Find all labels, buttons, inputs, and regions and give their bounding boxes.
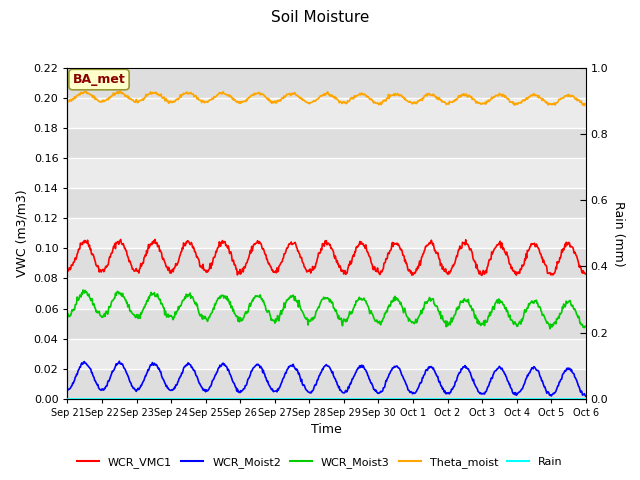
Bar bbox=[67, 128, 586, 158]
Bar bbox=[67, 188, 586, 218]
Bar bbox=[67, 98, 586, 128]
Bar bbox=[67, 158, 586, 188]
X-axis label: Time: Time bbox=[311, 423, 342, 436]
Bar bbox=[67, 249, 586, 278]
Bar bbox=[67, 68, 586, 98]
Legend: WCR_VMC1, WCR_Moist2, WCR_Moist3, Theta_moist, Rain: WCR_VMC1, WCR_Moist2, WCR_Moist3, Theta_… bbox=[72, 452, 568, 472]
Bar bbox=[67, 278, 586, 309]
Bar bbox=[67, 218, 586, 249]
Text: Soil Moisture: Soil Moisture bbox=[271, 10, 369, 24]
Bar bbox=[67, 338, 586, 369]
Bar bbox=[67, 309, 586, 338]
Y-axis label: Rain (mm): Rain (mm) bbox=[612, 201, 625, 266]
Bar bbox=[67, 369, 586, 398]
Text: BA_met: BA_met bbox=[73, 73, 125, 86]
Y-axis label: VWC (m3/m3): VWC (m3/m3) bbox=[15, 190, 28, 277]
